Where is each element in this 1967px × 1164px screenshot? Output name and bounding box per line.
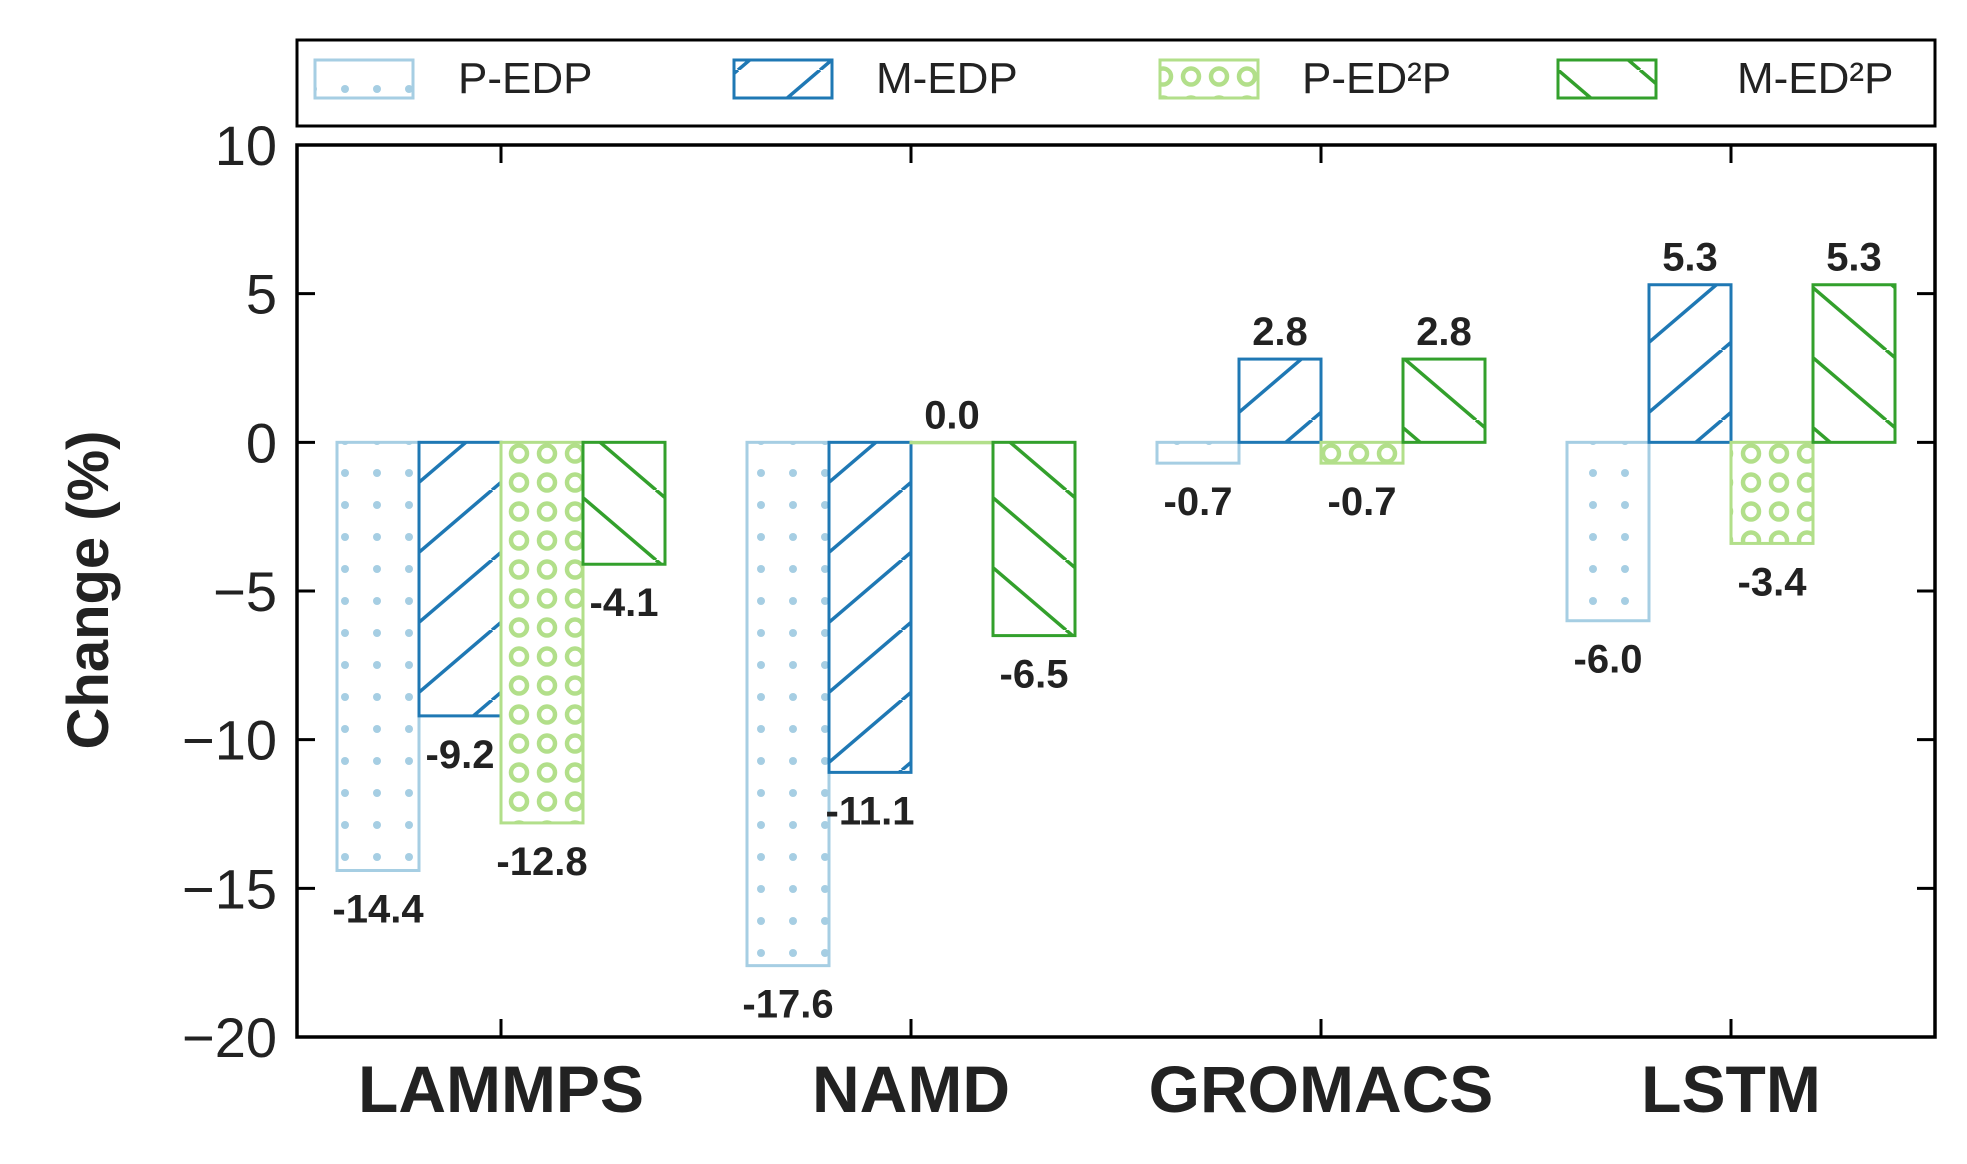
- bar-p-edp-gromacs: [1155, 440, 1241, 465]
- data-label: -14.4: [332, 887, 424, 931]
- legend-label-m-edp: M-EDP: [876, 54, 1018, 103]
- x-category-label: NAMD: [812, 1052, 1010, 1126]
- x-category-label: LSTM: [1641, 1052, 1821, 1126]
- legend: P-EDP M-EDP P-ED²P M-ED²P: [313, 54, 1893, 103]
- x-category-label: GROMACS: [1149, 1052, 1494, 1126]
- bar-m-ed-p-lammps: [581, 440, 667, 566]
- y-tick-label: −5: [213, 560, 277, 623]
- data-label: -12.8: [496, 840, 587, 884]
- legend-item-m-ed2p: M-ED²P: [1556, 54, 1893, 103]
- data-label: -6.5: [1000, 653, 1069, 697]
- bar-m-edp-lammps: [417, 440, 503, 718]
- data-label: 5.3: [1662, 236, 1718, 280]
- bar-m-edp-namd: [827, 440, 913, 774]
- legend-item-p-edp: P-EDP: [313, 54, 592, 103]
- data-label: -0.7: [1328, 480, 1397, 524]
- data-label: 5.3: [1826, 236, 1882, 280]
- legend-swatch-m-edp: [732, 58, 834, 100]
- bar-m-edp-lstm: [1647, 283, 1733, 444]
- legend-item-m-edp: M-EDP: [732, 54, 1018, 103]
- y-tick-label: −10: [182, 709, 277, 772]
- legend-box: [295, 38, 1937, 128]
- bar-p-ed-p-lammps: [499, 440, 585, 825]
- bar-m-ed-p-namd: [991, 440, 1077, 638]
- bar-p-edp-namd: [745, 440, 831, 968]
- y-tick-label: 5: [246, 263, 277, 326]
- x-axis-ticks: LAMMPS NAMD GROMACS LSTM: [358, 145, 1821, 1126]
- bar-p-ed-p-lstm: [1729, 440, 1815, 545]
- y-axis-label: Change (%): [56, 431, 121, 750]
- data-label: -9.2: [426, 733, 495, 777]
- y-tick-label: −20: [182, 1006, 277, 1069]
- bar-p-ed-p-namd: [909, 440, 995, 445]
- legend-label-p-ed2p: P-ED²P: [1302, 54, 1451, 103]
- data-label: 2.8: [1252, 310, 1308, 354]
- data-labels: -14.4 -17.6 -0.7 -6.0 -9.2 -11.1 2.8 5.3 -12.8 0.…: [332, 236, 1881, 1027]
- data-label: -6.0: [1574, 638, 1643, 682]
- bar-p-ed-p-gromacs: [1319, 440, 1405, 465]
- legend-swatch-m-ed2p: [1556, 58, 1658, 100]
- data-label: 0.0: [924, 393, 980, 437]
- legend-swatch-p-ed2p: [1158, 58, 1260, 100]
- data-label: -17.6: [742, 983, 833, 1027]
- data-label: 2.8: [1416, 310, 1472, 354]
- bars: [335, 283, 1897, 968]
- bar-m-ed-p-lstm: [1811, 283, 1897, 444]
- bar-m-ed-p-gromacs: [1401, 357, 1487, 444]
- y-tick-label: 10: [215, 114, 277, 177]
- bar-p-edp-lstm: [1565, 440, 1651, 623]
- y-tick-label: −15: [182, 857, 277, 920]
- legend-item-p-ed2p: P-ED²P: [1158, 54, 1451, 103]
- bar-p-edp-lammps: [335, 440, 421, 872]
- data-label: -0.7: [1164, 480, 1233, 524]
- legend-swatch-p-edp: [313, 58, 415, 100]
- legend-label-p-edp: P-EDP: [458, 54, 592, 103]
- y-tick-label: 0: [246, 411, 277, 474]
- data-label: -11.1: [826, 789, 915, 833]
- data-label: -4.1: [590, 581, 659, 625]
- data-label: -3.4: [1738, 560, 1808, 604]
- x-category-label: LAMMPS: [358, 1052, 644, 1126]
- legend-label-m-ed2p: M-ED²P: [1737, 54, 1893, 103]
- y-axis-ticks: 10 5 0 −5 −10 −15 −20: [182, 114, 1935, 1069]
- bar-m-edp-gromacs: [1237, 357, 1323, 444]
